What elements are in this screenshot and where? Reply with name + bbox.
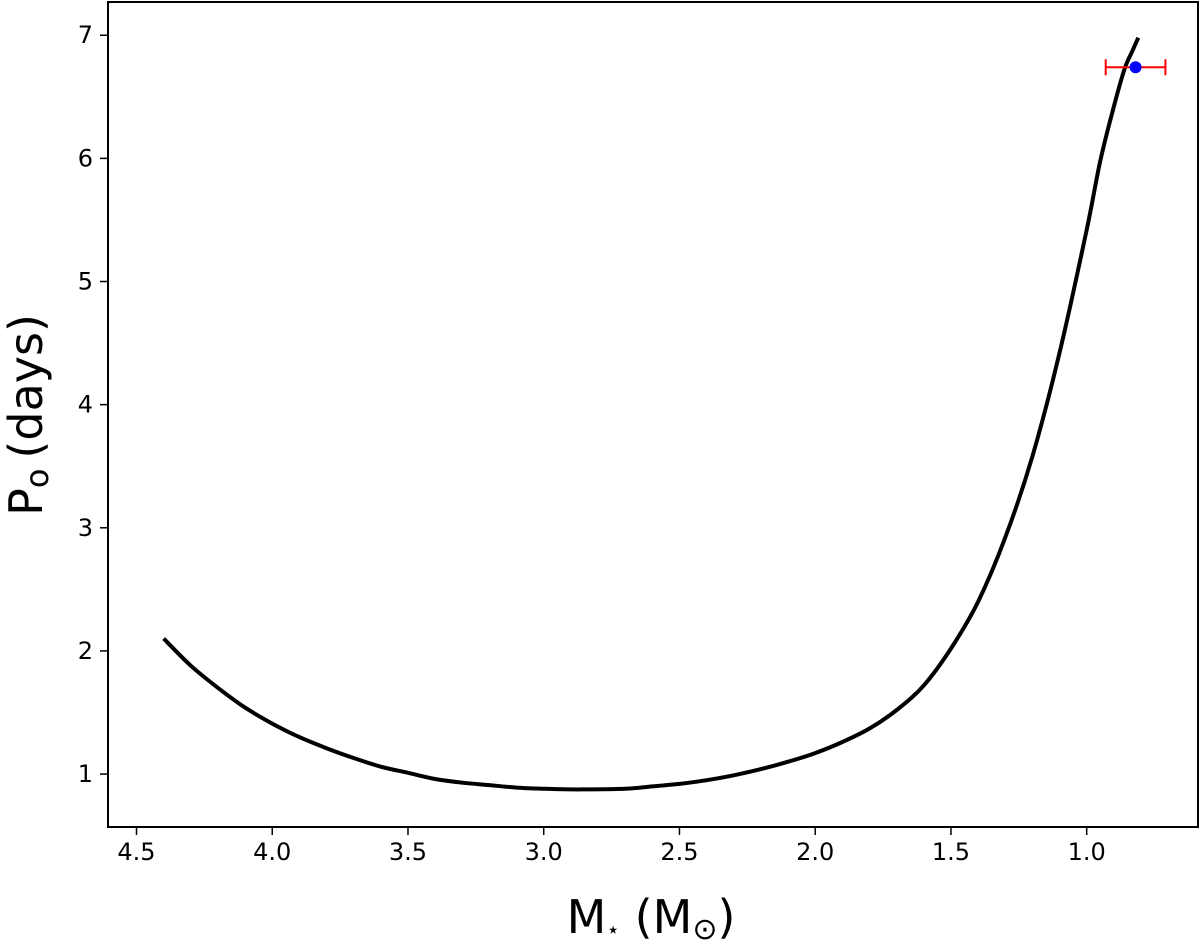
errorbar-point bbox=[1104, 59, 1167, 76]
x-axis-title-unit-close: ) bbox=[717, 890, 735, 944]
y-axis-ticks: 1 2 3 4 5 6 7 bbox=[78, 21, 108, 788]
x-tick-label: 3.5 bbox=[389, 838, 427, 866]
x-tick-label: 2.0 bbox=[796, 838, 834, 866]
x-tick-label: 1.5 bbox=[932, 838, 970, 866]
y-tick-label: 6 bbox=[78, 144, 93, 172]
x-axis-title-unit-open: ( bbox=[620, 890, 653, 944]
x-tick-label: 2.5 bbox=[660, 838, 698, 866]
x-tick-label: 3.0 bbox=[525, 838, 563, 866]
y-axis-title-sub: o bbox=[18, 469, 56, 489]
x-tick-label: 4.0 bbox=[253, 838, 291, 866]
y-tick-label: 5 bbox=[78, 268, 93, 296]
plot-frame bbox=[107, 1, 1199, 828]
x-axis-title-main: M bbox=[567, 890, 607, 944]
y-tick-label: 7 bbox=[78, 21, 93, 49]
y-axis-title-unit: (days) bbox=[0, 314, 53, 458]
x-axis-title-sub: ⋆ bbox=[606, 918, 620, 943]
y-tick-label: 1 bbox=[78, 760, 93, 788]
x-tick-label: 1.0 bbox=[1068, 838, 1106, 866]
y-tick-label: 4 bbox=[78, 391, 93, 419]
x-tick-label: 4.5 bbox=[117, 838, 155, 866]
y-tick-label: 3 bbox=[78, 514, 93, 542]
series-line bbox=[162, 36, 1141, 792]
x-axis-ticks: 4.5 4.0 3.5 3.0 2.5 2.0 1.5 1.0 bbox=[117, 827, 1106, 866]
y-axis-title-main: P bbox=[0, 488, 53, 516]
x-axis-title-unit: M bbox=[653, 890, 693, 944]
y-tick-label: 2 bbox=[78, 637, 93, 665]
x-axis-title-unit-sub: ⊙ bbox=[692, 912, 717, 945]
data-point-marker bbox=[1129, 61, 1142, 74]
y-axis-title: Po (days) bbox=[0, 314, 56, 516]
x-axis-title: M⋆ (M⊙) bbox=[567, 890, 736, 945]
